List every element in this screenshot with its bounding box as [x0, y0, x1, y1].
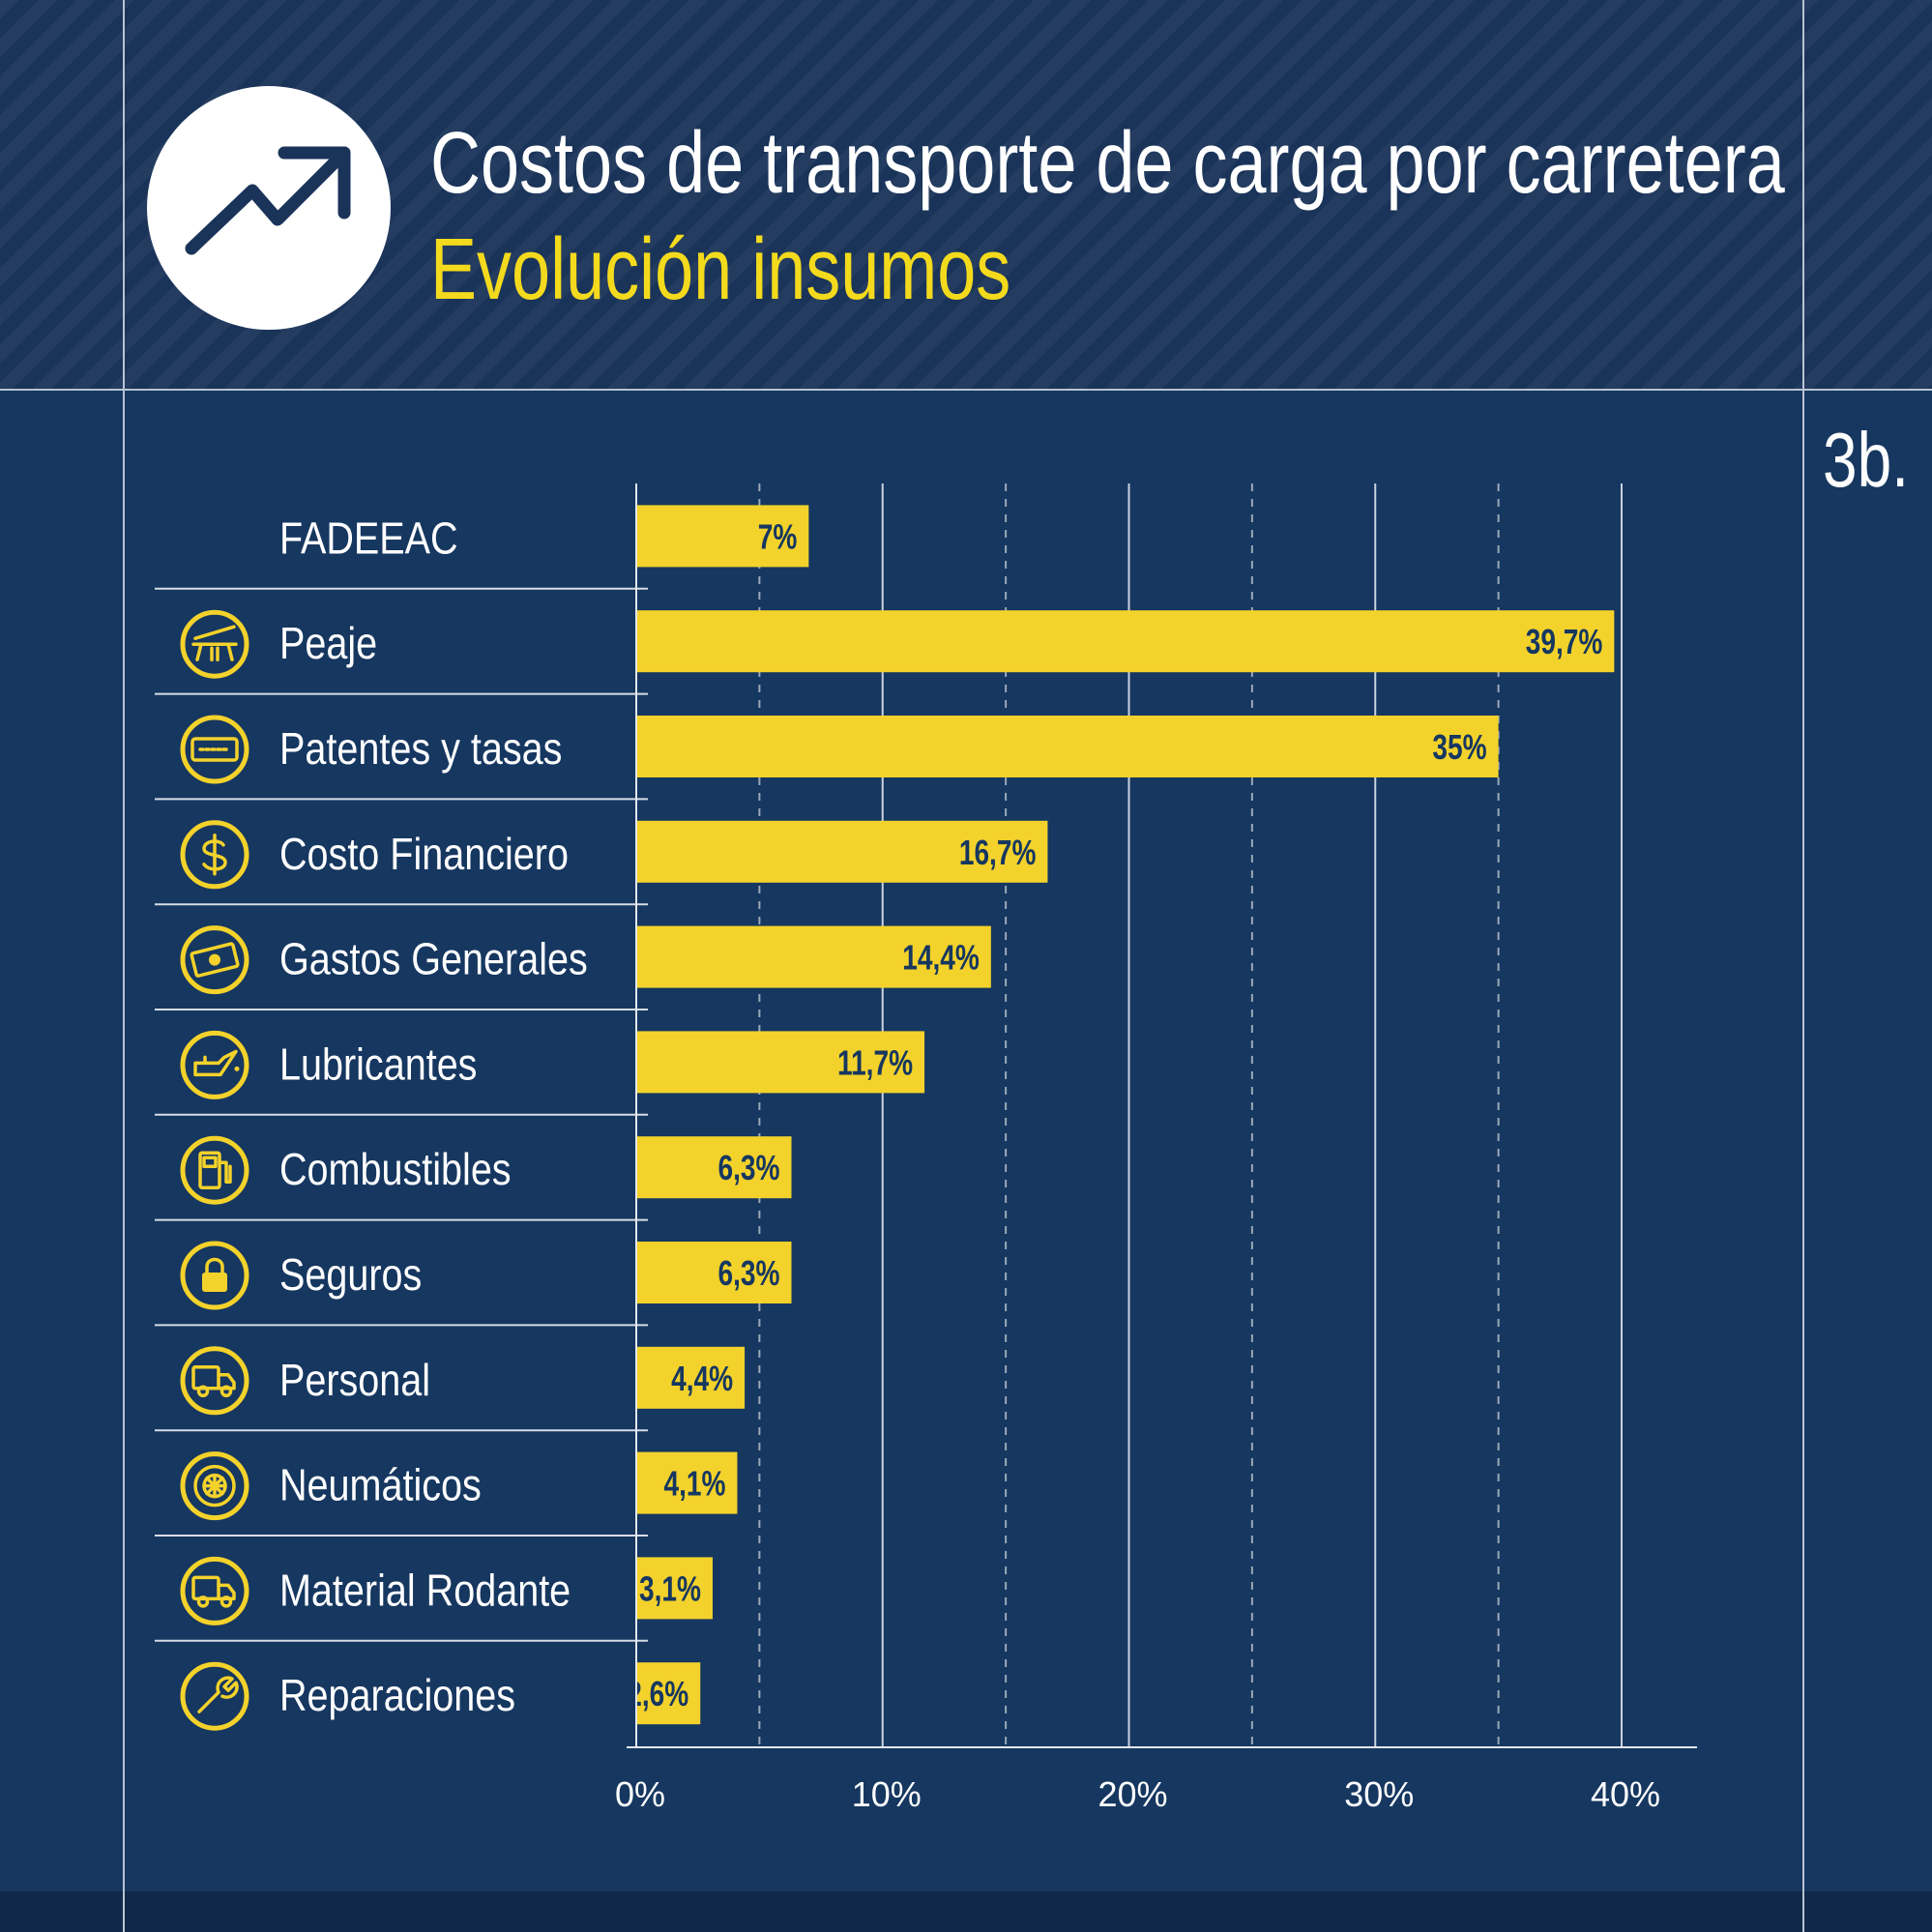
chart-row: Peaje 39,7% — [155, 587, 1615, 679]
x-tick-label: 0% — [615, 1774, 665, 1814]
bar — [636, 610, 1615, 673]
bar — [636, 1451, 738, 1514]
bar-value-label: 6,3% — [718, 1254, 780, 1293]
category-label: Seguros — [279, 1250, 422, 1300]
category-label: Personal — [279, 1356, 430, 1405]
category-label: Combustibles — [279, 1145, 512, 1194]
chart-grid — [758, 483, 1623, 1747]
banknote-icon — [180, 925, 249, 995]
x-tick-label: 20% — [1098, 1774, 1167, 1814]
chart-row: Costo Financiero 16,7% — [155, 798, 1048, 890]
bar-value-label: 11,7% — [837, 1043, 913, 1082]
category-label: Lubricantes — [279, 1040, 477, 1090]
bar — [636, 1662, 701, 1725]
toll-barrier-icon — [180, 609, 249, 679]
bar-value-label: 35% — [1432, 728, 1486, 767]
category-label: Costo Financiero — [279, 830, 569, 879]
wrench-icon — [180, 1661, 249, 1731]
bar-value-label: 7% — [758, 517, 798, 556]
bar-value-label: 6,3% — [718, 1149, 780, 1187]
chart-rows: FADEEAC 7% Peaje 39,7% Patentes y tasas 35% Co… — [155, 505, 1615, 1731]
license-plate-icon — [180, 715, 249, 784]
bar-value-label: 4,4% — [671, 1359, 733, 1397]
page-subtitle: Evolución insumos — [430, 221, 1011, 318]
category-label: Peaje — [279, 619, 377, 668]
chart-row: Reparaciones 2,6% — [155, 1639, 701, 1731]
bar — [636, 716, 1499, 777]
tire-icon — [180, 1451, 249, 1521]
page-title: Costos de transporte de carga por carret… — [430, 115, 1785, 212]
category-label: Material Rodante — [279, 1566, 571, 1616]
chart-row: FADEEAC 7% — [279, 505, 809, 568]
figure-number: 3b. — [1823, 417, 1909, 503]
x-tick-label: 30% — [1344, 1774, 1414, 1814]
bar — [636, 820, 1048, 883]
bar — [636, 1557, 713, 1620]
truck-icon — [180, 1556, 249, 1625]
bar — [636, 1136, 792, 1199]
chart-row: Lubricantes 11,7% — [155, 1009, 925, 1099]
fuel-pump-icon — [180, 1135, 249, 1205]
truck-icon — [180, 1346, 249, 1416]
oil-can-icon — [180, 1030, 249, 1099]
category-label: Neumáticos — [279, 1461, 482, 1510]
bar-value-label: 39,7% — [1526, 623, 1603, 661]
x-tick-label: 40% — [1591, 1774, 1660, 1814]
chart-row: Gastos Generales 14,4% — [155, 903, 991, 995]
chart-row: Combustibles 6,3% — [155, 1113, 792, 1205]
logo-badge — [147, 86, 391, 330]
bar — [636, 505, 809, 568]
guide-line-right — [1802, 0, 1804, 1932]
bar-value-label: 14,4% — [902, 938, 980, 977]
category-label: Patentes y tasas — [279, 724, 562, 774]
bar — [636, 1242, 792, 1303]
bar — [636, 1346, 746, 1409]
bar-value-label: 4,1% — [663, 1464, 725, 1503]
category-label: Reparaciones — [279, 1671, 515, 1720]
bar-value-label: 3,1% — [639, 1569, 701, 1608]
chart-axis: 0% 10% 20% 30% 40% — [615, 483, 1697, 1814]
bar — [636, 925, 991, 988]
padlock-icon — [180, 1241, 249, 1310]
header-band — [0, 0, 1932, 389]
category-label: Gastos Generales — [279, 935, 588, 984]
guide-line-left — [123, 0, 125, 1932]
x-tick-label: 10% — [852, 1774, 922, 1814]
guide-line-header — [0, 389, 1932, 391]
chart-row: Material Rodante 3,1% — [155, 1535, 713, 1625]
bar — [636, 1031, 925, 1094]
dollar-coin-icon — [180, 820, 249, 890]
category-label: FADEEAC — [279, 514, 458, 564]
chart-row: Seguros 6,3% — [155, 1218, 792, 1310]
bottom-band — [0, 1891, 1932, 1932]
chart-row: Personal 4,4% — [155, 1324, 746, 1416]
bar-value-label: 16,7% — [959, 833, 1037, 871]
chart-row: Patentes y tasas 35% — [155, 692, 1499, 784]
trending-up-icon — [185, 146, 351, 255]
chart-row: Neumáticos 4,1% — [155, 1429, 738, 1521]
